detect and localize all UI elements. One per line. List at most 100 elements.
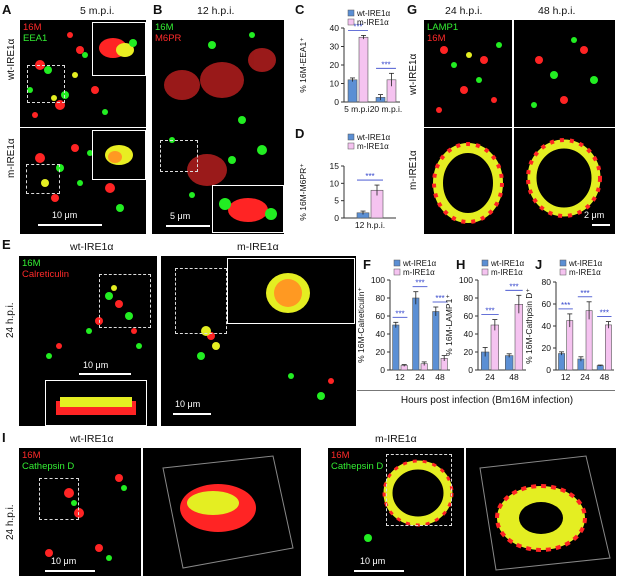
y-tick-label: 80 <box>376 293 386 303</box>
y-tick-label: 20 <box>464 347 474 357</box>
bar-m <box>605 324 612 371</box>
x-tick-label: 48 <box>435 372 445 382</box>
i-scale-bar-2 <box>354 570 404 572</box>
sig-stars: *** <box>415 279 424 288</box>
chart-j: 0 20 40 60 80 % 16M-Cathpsin D⁺ *** 12 *** 24 *** 4… <box>524 259 614 382</box>
sig-stars: *** <box>600 309 609 318</box>
micrograph-i-m: 16M Cathepsin D 10 μm <box>328 448 464 576</box>
micrograph-a-wt: 16M EEA1 <box>20 20 146 127</box>
sig-stars: *** <box>509 282 518 291</box>
micrograph-e-m: 10 μm <box>161 256 356 426</box>
y-tick-label: 0 <box>334 97 339 107</box>
panel-i-col2: m-IRE1α <box>375 433 417 445</box>
i-scale-label-1: 10 μm <box>51 556 77 566</box>
y-tick-label: 40 <box>542 321 552 331</box>
panel-letter-a: A <box>2 2 12 17</box>
bar-wt <box>347 79 358 103</box>
y-tick-label: 80 <box>464 293 474 303</box>
legend-label: wt-IRE1α <box>356 133 390 142</box>
legend-label: m-IRE1α <box>357 18 389 27</box>
a-inset <box>92 22 146 76</box>
panel-g-row1: wt-IRE1α <box>408 53 419 95</box>
y-tick-label: 60 <box>464 311 474 321</box>
i-m-zoom-box <box>386 454 452 526</box>
micrograph-a-m: 10 μm <box>20 128 146 234</box>
panel-letter-f: F <box>363 257 371 272</box>
panel-e-row: 24 h.p.i. <box>5 302 16 338</box>
y-tick-label: 10 <box>330 178 340 188</box>
y-tick-label: 5 <box>334 196 339 206</box>
y-tick-label: 30 <box>330 42 340 52</box>
e-scale-label-2: 10 μm <box>175 399 201 409</box>
sig-stars: *** <box>580 289 589 298</box>
e-m-zoom-box <box>175 268 227 334</box>
sig-stars: *** <box>561 301 570 310</box>
e-m-inset <box>227 258 355 324</box>
b-ch2-label: M6PR <box>155 33 182 44</box>
i-scale-label-2: 10 μm <box>360 556 386 566</box>
x-tick-label: 24 <box>485 372 495 382</box>
y-axis-label: % 16M-EEA1⁺ <box>298 37 308 93</box>
panel-letter-d: D <box>295 126 305 141</box>
panel-a-row2: m-IRE1α <box>6 138 17 178</box>
panel-e-col1: wt-IRE1α <box>70 241 114 253</box>
y-tick-label: 10 <box>330 79 340 89</box>
panel-letter-j: J <box>535 257 543 272</box>
bar-wt <box>412 297 420 371</box>
g-ch1-label: LAMP1 <box>427 22 459 33</box>
y-axis-label: % 16M-M6PR⁺ <box>298 163 308 221</box>
y-tick-label: 60 <box>542 299 552 309</box>
i-ch2-label: Cathepsin D <box>22 461 75 472</box>
y-axis-label: % 16M-Cathpsin D⁺ <box>524 288 534 364</box>
legend-label: m-IRE1α <box>491 268 523 277</box>
chart-f: 0 20 40 60 80 100 % 16M-Calreticulin⁺ *** 12 *** 2… <box>356 259 450 382</box>
chart-d: 0 5 10 15 % 16M-M6PR⁺ *** 12 h.p.i. wt-IRE1αm-I… <box>298 133 396 230</box>
x-tick-label: 48 <box>509 372 519 382</box>
y-tick-label: 0 <box>468 365 473 375</box>
b-ch1-label: 16M <box>155 22 174 33</box>
panel-letter-c: C <box>295 2 305 17</box>
a-zoom-box <box>27 65 65 103</box>
y-tick-label: 0 <box>546 365 551 375</box>
panel-letter-b: B <box>153 2 163 17</box>
shared-xlabel: Hours post infection (Bm16M infection) <box>400 395 574 406</box>
micrograph-b: 16M M6PR 5 μm <box>152 20 284 234</box>
sig-stars: *** <box>365 172 374 181</box>
x-tick-label: 12 <box>561 372 571 382</box>
i-zoom-box <box>39 478 79 520</box>
e-3d-inset <box>45 380 147 426</box>
bar-m <box>566 320 574 371</box>
micrograph-g-wt-48 <box>514 20 615 127</box>
g-ch2-label: 16M <box>427 33 446 44</box>
legend-swatch <box>393 268 401 276</box>
panel-letter-i: I <box>2 430 6 445</box>
i-ch1-label: 16M <box>22 450 41 461</box>
g-scale-label: 2 μm <box>584 210 605 220</box>
y-tick-label: 100 <box>371 275 385 285</box>
bar-wt <box>432 311 440 371</box>
panel-letter-g: G <box>407 2 418 17</box>
panel-g-time2: 48 h.p.i. <box>538 5 576 17</box>
x-tick-label: 24 <box>415 372 425 382</box>
e-ch1-label: 16M <box>22 258 41 269</box>
y-tick-label: 40 <box>464 329 474 339</box>
y-axis-label: % 16M-Calreticulin⁺ <box>356 287 366 363</box>
i-m-ch1-label: 16M <box>331 450 350 461</box>
b-scale-bar <box>166 225 210 227</box>
legend-swatch <box>347 9 355 17</box>
sig-stars: *** <box>395 309 404 318</box>
bar-wt <box>558 353 565 371</box>
legend-label: m-IRE1α <box>357 142 389 151</box>
y-tick-label: 20 <box>376 347 386 357</box>
legend-label: wt-IRE1α <box>490 259 524 268</box>
micrograph-g-m-48: 2 μm <box>514 128 615 234</box>
e-scale-label-1: 10 μm <box>83 360 109 370</box>
y-tick-label: 60 <box>376 311 386 321</box>
bar-wt <box>392 324 400 371</box>
micrograph-g-m-24 <box>424 128 512 234</box>
legend-label: wt-IRE1α <box>568 259 602 268</box>
b-inset <box>212 185 284 233</box>
legend-label: wt-IRE1α <box>356 9 390 18</box>
e-zoom-box <box>99 274 151 328</box>
y-tick-label: 0 <box>334 213 339 223</box>
